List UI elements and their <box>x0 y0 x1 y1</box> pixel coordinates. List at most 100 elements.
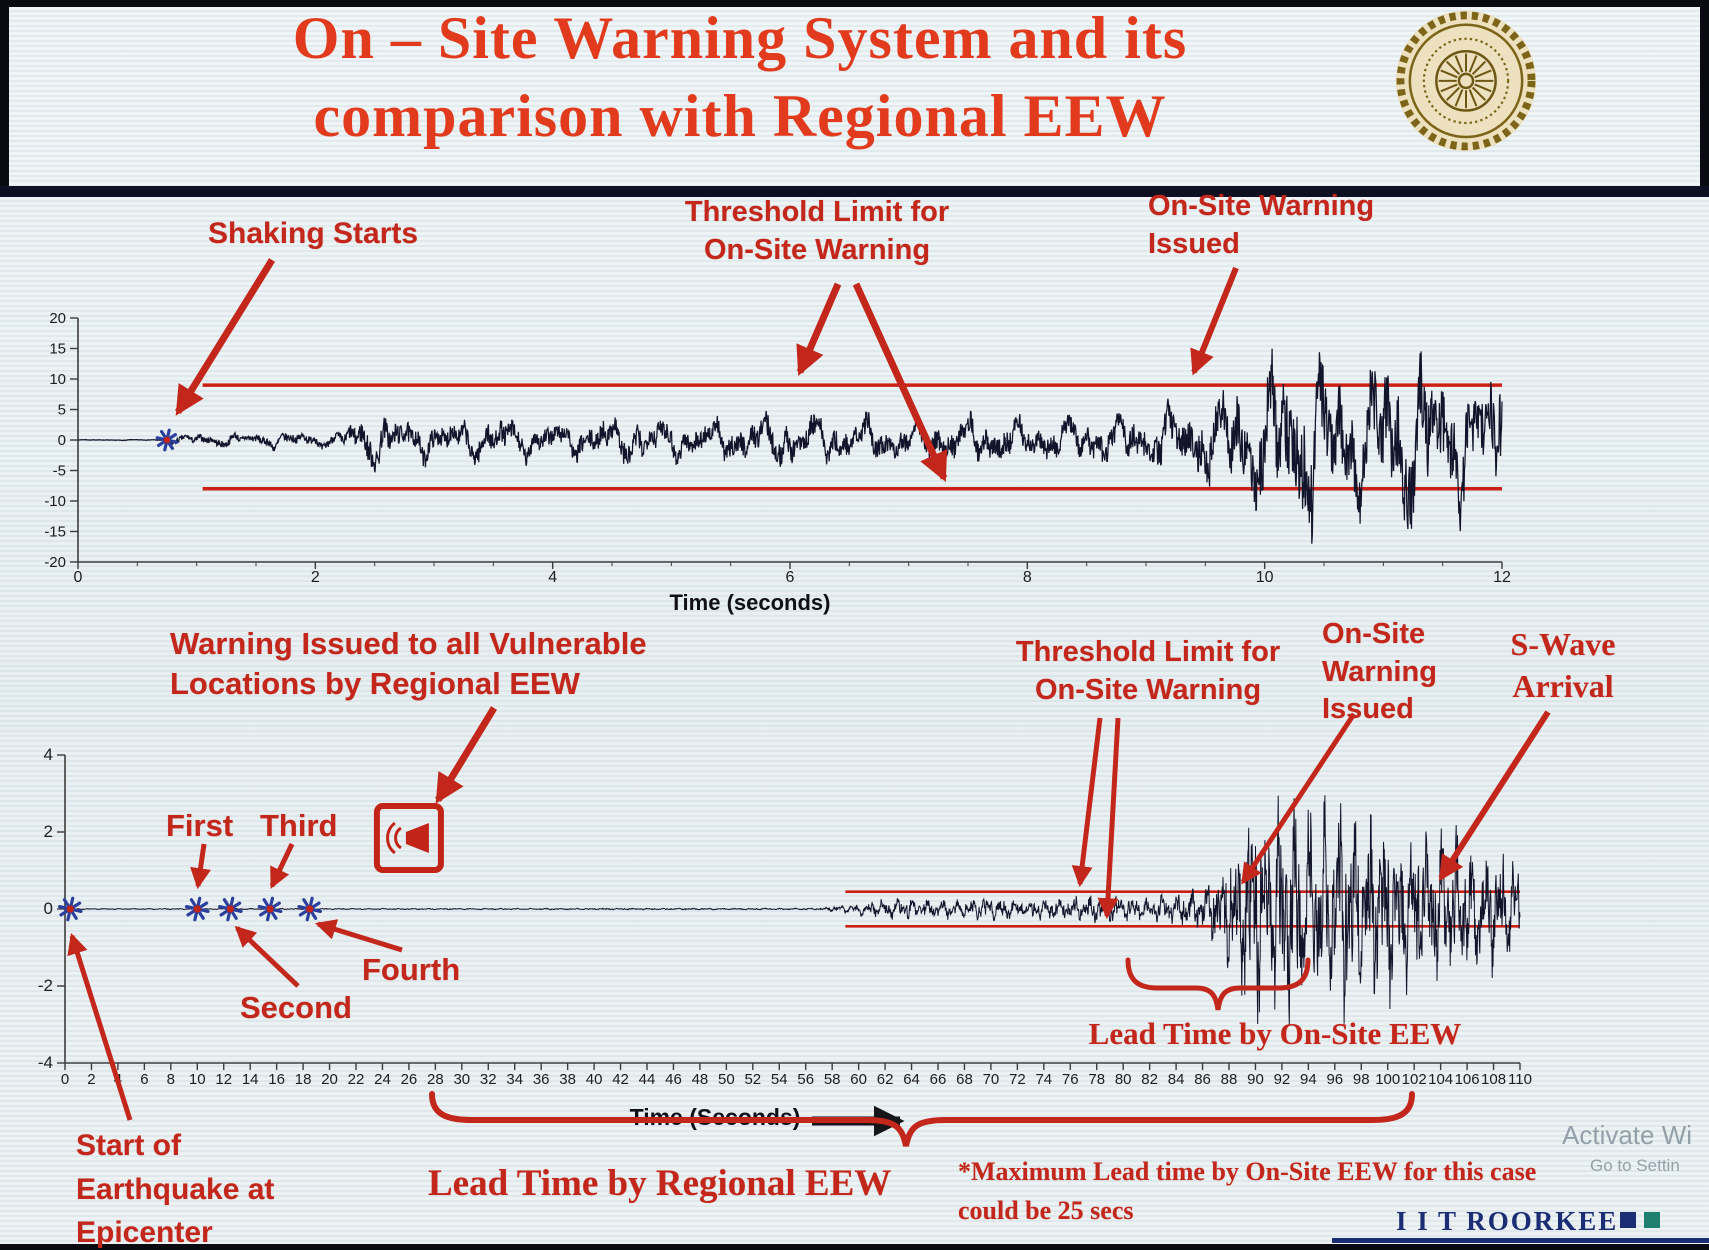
x-tick-label: 6 <box>786 569 795 586</box>
x-tick-label: 14 <box>242 1071 259 1088</box>
note-line1: *Maximum Lead time by On-Site EEW for th… <box>958 1157 1537 1186</box>
epicenter-line1: Start of <box>76 1129 181 1162</box>
x-tick-label: 40 <box>586 1071 603 1088</box>
s-wave-arrow <box>1438 710 1551 882</box>
title-divider <box>0 186 1709 197</box>
y-tick-label: -15 <box>44 524 66 541</box>
x-tick-label: 18 <box>295 1071 312 1088</box>
threshold-upper-arrow-bottom <box>1071 717 1103 888</box>
max-lead-time-note: *Maximum Lead time by On-Site EEW for th… <box>958 1152 1536 1230</box>
bottom-onsite-line1: On-Site <box>1322 618 1426 650</box>
x-tick-label: 106 <box>1455 1071 1480 1088</box>
x-tick-label: 96 <box>1326 1071 1343 1088</box>
x-tick-label: 28 <box>427 1071 444 1088</box>
top-onsite-issued-line2: Issued <box>1148 227 1240 260</box>
regional-warning-line1: Warning Issued to all Vulnerable <box>170 626 647 661</box>
second-detection-label: Second <box>240 990 352 1025</box>
x-tick-label: 54 <box>771 1071 788 1088</box>
y-tick-label: 0 <box>58 432 66 449</box>
watermark-settings-line: Go to Settin <box>1590 1156 1680 1175</box>
regional-warning-icon <box>373 803 444 873</box>
bottom-onsite-issued-label: On-Site Warning Issued <box>1322 616 1437 729</box>
top-threshold-label-line1: Threshold Limit for <box>684 196 950 228</box>
x-tick-label: 90 <box>1247 1071 1264 1088</box>
y-tick-label: 10 <box>49 371 66 388</box>
x-tick-label: 60 <box>850 1071 867 1088</box>
frame-top <box>0 0 1709 7</box>
x-tick-label: 2 <box>311 569 320 586</box>
x-tick-label: 2 <box>87 1071 95 1088</box>
p-wave-detection-star <box>218 896 243 922</box>
epicenter-arrow <box>67 932 133 1121</box>
onsite-accelerogram-12s: 20 15 10 5 0 -5 -10 -15 -20 0 2 4 6 8 10 12 <box>44 310 1511 586</box>
threshold-lower-arrow-bottom <box>1097 717 1121 920</box>
y-tick-label: 20 <box>49 310 66 327</box>
x-tick-label: 30 <box>453 1071 470 1088</box>
x-tick-label: 56 <box>797 1071 814 1088</box>
epicenter-label: Start of Earthquake at Epicenter <box>76 1124 274 1250</box>
top-threshold-label-line2: On-Site Warning <box>703 233 931 266</box>
x-tick-label: 62 <box>877 1071 894 1088</box>
regional-warning-label: Warning Issued to all Vulnerable Locatio… <box>170 624 647 705</box>
x-tick-label: 36 <box>533 1071 550 1088</box>
x-tick-label: 104 <box>1428 1071 1453 1088</box>
regional-warning-line2: Locations by Regional EEW <box>170 666 580 702</box>
x-tick-label: 12 <box>215 1071 232 1088</box>
x-tick-label: 98 <box>1353 1071 1370 1088</box>
x-tick-label: 70 <box>983 1071 1000 1088</box>
brand-square-navy <box>1620 1212 1636 1228</box>
x-tick-label: 102 <box>1402 1071 1427 1088</box>
x-tick-label: 26 <box>401 1071 418 1088</box>
seismic-waveform <box>78 348 1503 544</box>
fourth-detection-arrow <box>314 919 403 953</box>
x-tick-label: 58 <box>824 1071 841 1088</box>
top-onsite-issued-label: On-Site Warning Issued <box>1148 188 1374 263</box>
x-tick-label: 32 <box>480 1071 497 1088</box>
x-tick-label: 16 <box>268 1071 285 1088</box>
x-tick-label: 44 <box>639 1071 656 1088</box>
x-tick-label: 84 <box>1168 1071 1185 1088</box>
top-xaxis-title: Time (seconds) <box>669 590 831 615</box>
x-tick-label: 86 <box>1194 1071 1211 1088</box>
x-tick-label: 100 <box>1375 1071 1400 1088</box>
x-tick-label: 88 <box>1221 1071 1238 1088</box>
threshold-lower-arrow-top <box>852 282 948 483</box>
x-tick-label: 20 <box>321 1071 338 1088</box>
first-detection-arrow <box>190 843 211 890</box>
third-detection-arrow <box>269 842 295 889</box>
x-tick-label: 4 <box>548 569 557 586</box>
p-wave-detection-star <box>184 896 210 922</box>
y-tick-label: -10 <box>44 493 66 510</box>
epicenter-line3: Epicenter <box>76 1216 213 1249</box>
x-tick-label: 0 <box>74 569 83 586</box>
shaking-starts-label: Shaking Starts <box>208 217 419 250</box>
frame-bottom <box>0 1244 1709 1250</box>
s-wave-line2: Arrival <box>1512 667 1614 704</box>
s-wave-arrival-label: S-Wave Arrival <box>1488 624 1638 707</box>
p-wave-detection-star <box>297 896 322 922</box>
lead-time-onsite-label: Lead Time by On-Site EEW <box>1088 1016 1462 1051</box>
x-tick-label: 4 <box>114 1071 122 1088</box>
bottom-xaxis-title: Time (Seconds) <box>629 1104 801 1130</box>
y-tick-label: 5 <box>58 402 66 419</box>
x-tick-label: 6 <box>140 1071 148 1088</box>
y-tick-label: 0 <box>44 899 53 918</box>
third-detection-label: Third <box>260 808 338 843</box>
x-tick-label: 24 <box>374 1071 391 1088</box>
iit-roorkee-seal <box>1395 10 1537 152</box>
x-tick-label: 34 <box>506 1071 523 1088</box>
x-tick-label: 108 <box>1481 1071 1506 1088</box>
x-tick-label: 94 <box>1300 1071 1317 1088</box>
y-tick-label: 2 <box>44 822 53 841</box>
p-wave-detection-star <box>57 896 83 922</box>
top-threshold-label: Threshold Limit for On-Site Warning <box>652 194 982 269</box>
x-tick-label: 92 <box>1274 1071 1291 1088</box>
y-tick-label: -2 <box>38 976 53 995</box>
x-tick-label: 46 <box>665 1071 682 1088</box>
p-wave-detection-star <box>155 428 179 452</box>
y-tick-label: -4 <box>38 1053 53 1072</box>
threshold-upper-arrow-top <box>796 282 842 377</box>
top-onsite-issued-line1: On-Site Warning <box>1148 190 1375 222</box>
frame-right <box>1700 0 1709 197</box>
